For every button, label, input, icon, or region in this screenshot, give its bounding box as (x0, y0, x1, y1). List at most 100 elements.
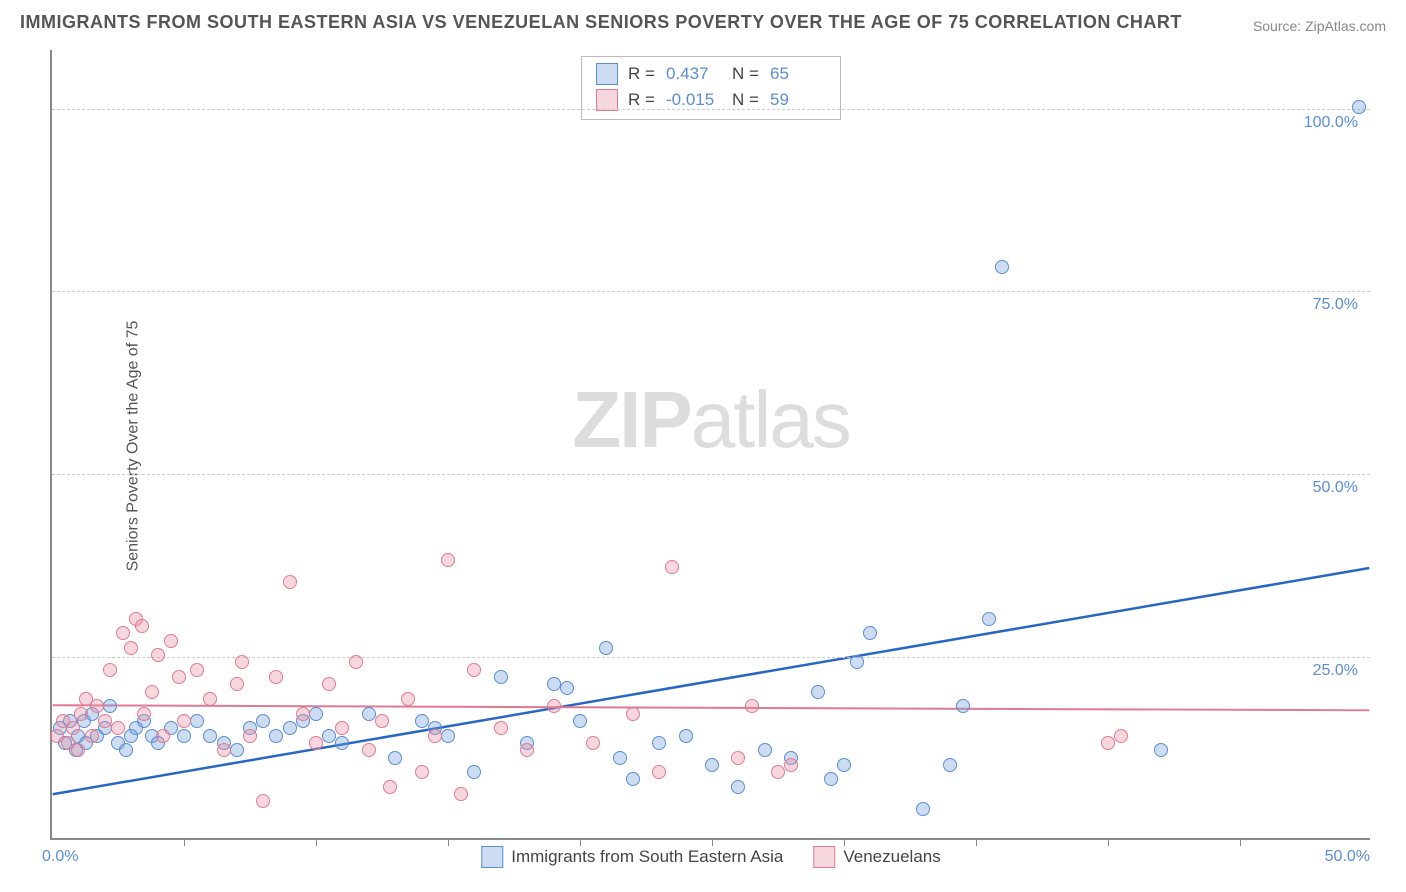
data-point (177, 729, 191, 743)
x-tick (580, 838, 581, 846)
data-point (441, 729, 455, 743)
data-point (415, 714, 429, 728)
data-point (74, 707, 88, 721)
legend-stat-row: R =0.437N =65 (596, 61, 826, 87)
data-point (190, 663, 204, 677)
data-point (731, 751, 745, 765)
data-point (283, 721, 297, 735)
legend-item: Immigrants from South Eastern Asia (481, 846, 783, 868)
data-point (116, 626, 130, 640)
data-point (560, 681, 574, 695)
n-label: N = (732, 64, 760, 84)
data-point (66, 721, 80, 735)
data-point (322, 729, 336, 743)
data-point (665, 560, 679, 574)
data-point (731, 780, 745, 794)
legend-swatch (481, 846, 503, 868)
data-point (145, 685, 159, 699)
data-point (349, 655, 363, 669)
data-point (203, 729, 217, 743)
data-point (335, 736, 349, 750)
data-point (137, 707, 151, 721)
data-point (494, 721, 508, 735)
data-point (758, 743, 772, 757)
x-tick (976, 838, 977, 846)
data-point (235, 655, 249, 669)
data-point (269, 729, 283, 743)
data-point (203, 692, 217, 706)
data-point (383, 780, 397, 794)
data-point (547, 699, 561, 713)
legend-swatch (596, 63, 618, 85)
watermark: ZIPatlas (572, 374, 849, 466)
data-point (119, 743, 133, 757)
data-point (85, 729, 99, 743)
data-point (850, 655, 864, 669)
x-tick (1240, 838, 1241, 846)
data-point (103, 663, 117, 677)
data-point (824, 772, 838, 786)
data-point (98, 714, 112, 728)
trend-line (53, 705, 1370, 710)
data-point (956, 699, 970, 713)
data-point (1154, 743, 1168, 757)
x-tick (316, 838, 317, 846)
y-tick-label: 100.0% (1304, 114, 1358, 132)
data-point (217, 743, 231, 757)
data-point (626, 772, 640, 786)
r-label: R = (628, 90, 656, 110)
y-tick-label: 75.0% (1313, 296, 1358, 314)
data-point (190, 714, 204, 728)
data-point (243, 729, 257, 743)
data-point (177, 714, 191, 728)
data-point (626, 707, 640, 721)
data-point (71, 743, 85, 757)
gridline (52, 109, 1370, 110)
data-point (467, 663, 481, 677)
data-point (111, 721, 125, 735)
data-point (388, 751, 402, 765)
data-point (837, 758, 851, 772)
gridline (52, 474, 1370, 475)
data-point (283, 575, 297, 589)
data-point (1101, 736, 1115, 750)
gridline (52, 291, 1370, 292)
data-point (679, 729, 693, 743)
data-point (135, 619, 149, 633)
data-point (573, 714, 587, 728)
data-point (256, 794, 270, 808)
data-point (863, 626, 877, 640)
legend-item: Venezuelans (813, 846, 940, 868)
gridline (52, 657, 1370, 658)
data-point (586, 736, 600, 750)
scatter-plot-area: ZIPatlas R =0.437N =65R =-0.015N =59 Imm… (50, 50, 1370, 840)
data-point (362, 743, 376, 757)
r-label: R = (628, 64, 656, 84)
data-point (90, 699, 104, 713)
data-point (705, 758, 719, 772)
legend-label: Immigrants from South Eastern Asia (511, 847, 783, 867)
watermark-bold: ZIP (572, 375, 690, 464)
data-point (982, 612, 996, 626)
data-point (652, 736, 666, 750)
data-point (428, 729, 442, 743)
source-attribution: Source: ZipAtlas.com (1253, 18, 1386, 34)
y-tick-label: 25.0% (1313, 662, 1358, 680)
data-point (375, 714, 389, 728)
x-tick (712, 838, 713, 846)
y-tick-label: 50.0% (1313, 479, 1358, 497)
data-point (309, 707, 323, 721)
data-point (256, 714, 270, 728)
data-point (151, 648, 165, 662)
data-point (441, 553, 455, 567)
r-value: 0.437 (666, 64, 722, 84)
data-point (230, 743, 244, 757)
data-point (599, 641, 613, 655)
x-tick (448, 838, 449, 846)
data-point (415, 765, 429, 779)
data-point (156, 729, 170, 743)
legend-label: Venezuelans (843, 847, 940, 867)
trend-lines-layer (52, 50, 1370, 838)
data-point (309, 736, 323, 750)
data-point (230, 677, 244, 691)
